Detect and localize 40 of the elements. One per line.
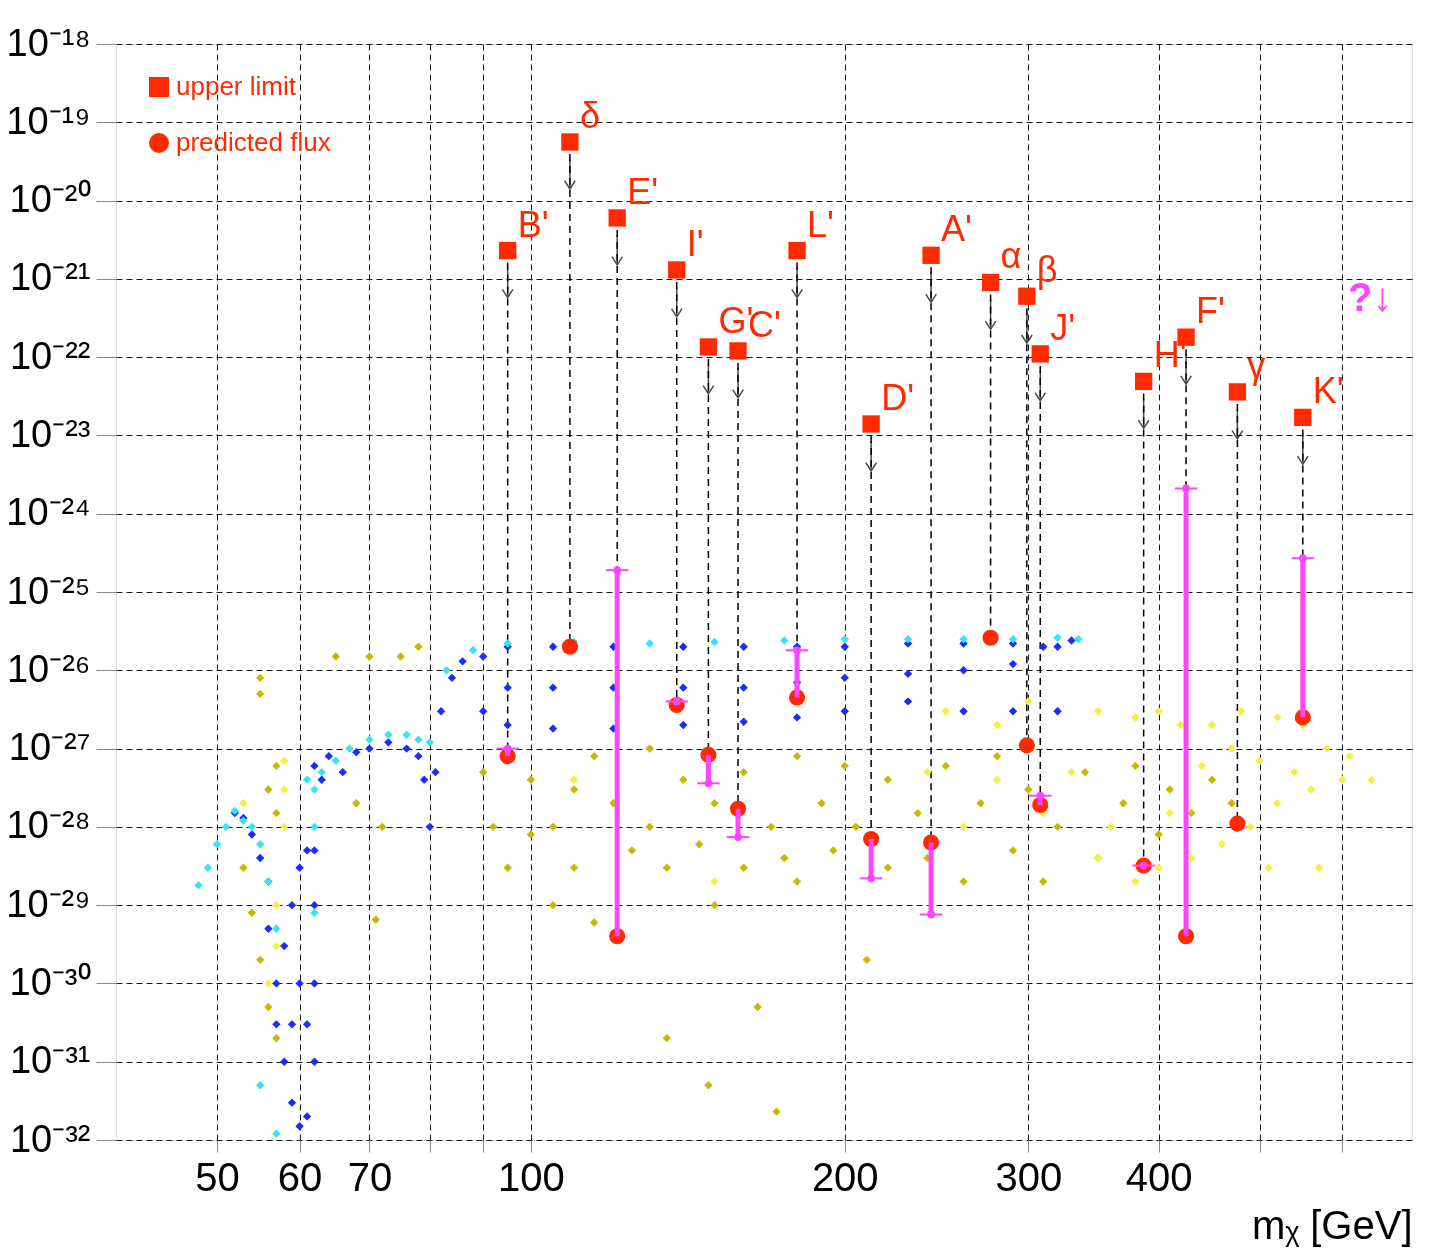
annotation: γ [1247, 344, 1266, 386]
y-tick-label: 10⁻³¹ [9, 1039, 91, 1082]
x-tick-label: 60 [277, 1154, 323, 1199]
x-tick-label: 70 [347, 1154, 393, 1199]
y-tick-label: 10⁻³² [9, 1117, 91, 1160]
annotation: δ [579, 95, 600, 136]
x-tick-label: 200 [811, 1154, 879, 1199]
annotation: F' [1196, 290, 1225, 332]
annotation: A' [941, 208, 972, 250]
y-tick-label: 10⁻²⁹ [6, 882, 91, 925]
annotation: H' [1153, 334, 1187, 376]
y-tick-label: 10⁻²⁴ [6, 491, 91, 534]
annotation: L' [807, 203, 834, 245]
y-tick-label: 10⁻¹⁹ [6, 99, 91, 142]
annotation: D' [881, 376, 915, 418]
y-tick-label: 10⁻²⁸ [6, 804, 91, 847]
y-tick-label: 10⁻²¹ [9, 256, 91, 299]
annotation: B' [517, 203, 549, 245]
y-tick-label: 10⁻¹⁸ [6, 21, 91, 64]
y-tick-label: 10⁻²⁶ [6, 647, 91, 690]
annotation: K' [1312, 370, 1344, 412]
annotation: I' [686, 222, 704, 264]
x-axis-title: mᵪ [GeV] [1252, 1202, 1413, 1247]
x-tick-label: 100 [498, 1154, 565, 1199]
annotation: β [1036, 249, 1058, 291]
annotation: E' [627, 170, 659, 212]
x-tick-label: 300 [995, 1154, 1063, 1199]
y-tick-label: 10⁻²⁷ [8, 726, 91, 769]
annotation: J' [1050, 306, 1076, 348]
y-tick-label: 10⁻²² [9, 334, 91, 377]
legend-label: upper limit [176, 71, 297, 101]
y-tick-label: 10⁻²⁰ [9, 178, 91, 221]
legend-label: predicted flux [176, 127, 331, 157]
annotation: ?↓ [1348, 275, 1393, 319]
annotation: α [1000, 235, 1022, 277]
x-tick-label: 400 [1125, 1154, 1193, 1199]
y-tick-label: 10⁻³⁰ [9, 960, 91, 1003]
y-tick-label: 10⁻²⁵ [6, 569, 91, 612]
y-tick-label: 10⁻²³ [9, 412, 91, 455]
x-tick-label: 50 [195, 1154, 240, 1199]
